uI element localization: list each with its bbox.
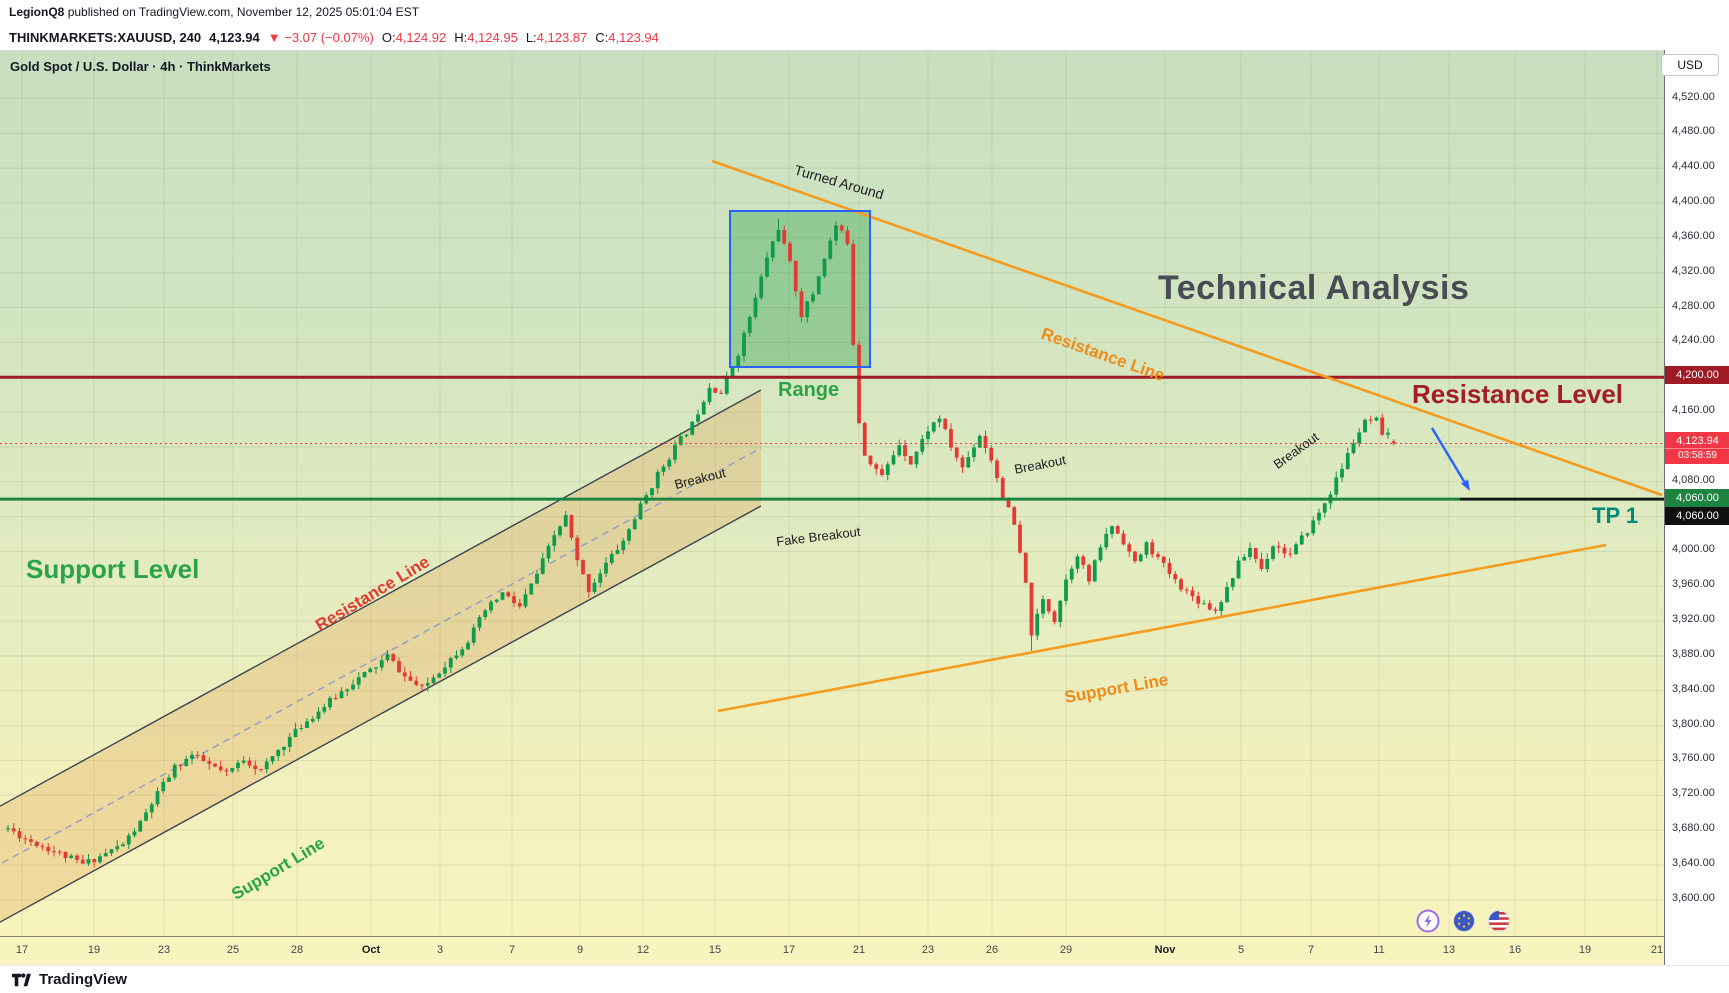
price-tick-label: 4,360.00 (1672, 229, 1715, 242)
time-tick-label: 25 (226, 944, 240, 956)
support-trendline[interactable] (717, 543, 1607, 713)
time-tick-label: 7 (508, 944, 516, 956)
time-tick-label: 29 (1059, 944, 1073, 956)
footer: TradingView (0, 965, 1729, 993)
channel-mid-line[interactable] (0, 447, 762, 886)
resistance-price-badge: 4,200.00 (1665, 366, 1729, 385)
publish-bar: LegionQ8 published on TradingView.com, N… (0, 0, 1729, 25)
time-tick-label: 17 (15, 944, 29, 956)
price-change: ▼ −3.07 (−0.07%) (267, 30, 374, 45)
current-price-value: 4,123.94 (1676, 435, 1719, 448)
support-price-badge: 4,060.00 (1665, 489, 1729, 508)
time-tick-label: 7 (1307, 944, 1315, 956)
current-price-badge: 4,123.94 03:58:59 (1665, 432, 1729, 465)
time-axis[interactable]: 17 19 23 25 28 Oct 3 7 9 12 15 17 21 23 26 29 Nov 5 7 11 13 1… (0, 936, 1664, 966)
price-tick-label: 4,400.00 (1672, 195, 1715, 208)
time-tick-label: 28 (290, 944, 304, 956)
open-label: O: (381, 30, 396, 45)
tp-price-badge: 4,060.00 (1665, 507, 1729, 526)
high-label: H: (454, 30, 468, 45)
channel-upper-line[interactable] (0, 389, 762, 828)
price-tick-label: 4,520.00 (1672, 90, 1715, 103)
price-tick-label: 4,160.00 (1672, 404, 1715, 417)
price-tick-label: 4,440.00 (1672, 160, 1715, 173)
price-tick-label: 4,080.00 (1672, 473, 1715, 486)
tradingview-wordmark[interactable]: TradingView (39, 971, 128, 988)
open-value: O:4,124.92 (382, 30, 446, 45)
time-tick-label: 5 (1237, 944, 1245, 956)
close-value: C:4,123.94 (595, 30, 659, 45)
currency-toggle-button[interactable]: USD (1661, 54, 1719, 76)
projection-arrowhead[interactable] (1461, 479, 1470, 492)
price-tick-label: 4,240.00 (1672, 334, 1715, 347)
price-tick-label: 4,320.00 (1672, 264, 1715, 277)
grid-lines (0, 51, 1664, 936)
drawings-front (0, 159, 1664, 713)
projection-arrow[interactable] (1430, 427, 1470, 489)
price-axis[interactable]: 3,600.00 3,640.00 3,680.00 3,720.00 3,760.00… (1664, 50, 1729, 965)
price-tick-label: 3,720.00 (1672, 787, 1715, 800)
price-tick-label: 3,920.00 (1672, 613, 1715, 626)
high-number: 4,124.95 (467, 30, 518, 45)
bar-countdown: 03:58:59 (1665, 448, 1729, 462)
time-tick-label: 13 (1442, 944, 1456, 956)
chart-symbol-title: Gold Spot / U.S. Dollar · 4h · ThinkMark… (10, 59, 271, 74)
time-tick-label: 17 (782, 944, 796, 956)
open-number: 4,124.92 (395, 30, 447, 45)
lightning-event-icon[interactable] (1416, 909, 1440, 933)
eu-flag-event-icon[interactable] (1452, 909, 1476, 933)
channel-lower-line[interactable] (0, 505, 762, 936)
price-tick-label: 4,000.00 (1672, 543, 1715, 556)
time-tick-label: 19 (1578, 944, 1592, 956)
candlestick-chart[interactable] (0, 51, 1664, 936)
time-tick-label: Nov (1154, 944, 1176, 956)
high-value: H:4,124.95 (454, 30, 518, 45)
close-label: C: (595, 30, 609, 45)
tradingview-logo-icon[interactable] (10, 971, 32, 989)
time-tick-label: 12 (636, 944, 650, 956)
time-tick-label: 21 (852, 944, 866, 956)
time-tick-label: 26 (985, 944, 999, 956)
low-value: L:4,123.87 (526, 30, 587, 45)
symbol-info-bar: THINKMARKETS:XAUUSD, 240 4,123.94 ▼ −3.0… (0, 25, 1729, 50)
us-flag-event-icon[interactable] (1487, 909, 1511, 933)
range-box-border[interactable] (729, 210, 871, 368)
time-tick-label: 9 (576, 944, 584, 956)
time-tick-label: Oct (361, 944, 381, 956)
symbol-interval-label: THINKMARKETS:XAUUSD, 240 (9, 30, 202, 45)
time-tick-label: 15 (708, 944, 722, 956)
chart-plot-area[interactable]: Gold Spot / U.S. Dollar · 4h · ThinkMark… (0, 50, 1664, 965)
price-tick-label: 4,280.00 (1672, 299, 1715, 312)
candlestick-series (6, 218, 1396, 868)
author-name: LegionQ8 (9, 5, 65, 19)
price-tick-label: 3,840.00 (1672, 682, 1715, 695)
last-price: 4,123.94 (209, 30, 260, 45)
price-tick-label: 4,480.00 (1672, 125, 1715, 138)
low-label: L: (525, 30, 537, 45)
price-tick-label: 3,960.00 (1672, 578, 1715, 591)
time-tick-label: 23 (157, 944, 171, 956)
time-tick-label: 16 (1508, 944, 1522, 956)
price-tick-label: 3,880.00 (1672, 647, 1715, 660)
publish-info: published on TradingView.com, November 1… (67, 5, 420, 19)
time-tick-label: 21 (1650, 944, 1664, 956)
time-tick-label: 19 (87, 944, 101, 956)
time-tick-label: 11 (1373, 944, 1385, 956)
low-number: 4,123.87 (536, 30, 588, 45)
price-tick-label: 3,640.00 (1672, 856, 1715, 869)
time-tick-label: 3 (436, 944, 444, 956)
price-tick-label: 3,760.00 (1672, 752, 1715, 765)
price-tick-label: 3,800.00 (1672, 717, 1715, 730)
price-tick-label: 3,680.00 (1672, 822, 1715, 835)
time-tick-label: 23 (921, 944, 935, 956)
close-number: 4,123.94 (608, 30, 659, 45)
drawings-behind (0, 211, 870, 936)
price-tick-label: 3,600.00 (1672, 891, 1715, 904)
